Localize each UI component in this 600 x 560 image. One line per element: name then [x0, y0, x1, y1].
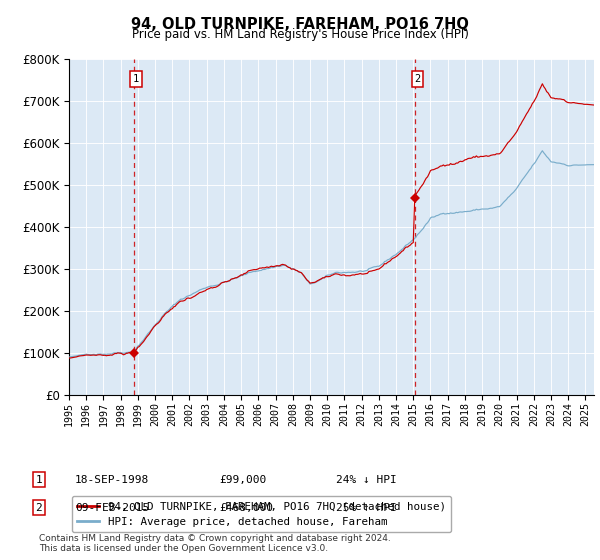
Text: £99,000: £99,000 — [219, 475, 266, 485]
Text: 1: 1 — [133, 74, 139, 84]
Text: 1: 1 — [35, 475, 43, 485]
Text: 94, OLD TURNPIKE, FAREHAM, PO16 7HQ: 94, OLD TURNPIKE, FAREHAM, PO16 7HQ — [131, 17, 469, 32]
Text: 25% ↑ HPI: 25% ↑ HPI — [336, 503, 397, 513]
Text: 24% ↓ HPI: 24% ↓ HPI — [336, 475, 397, 485]
Text: Contains HM Land Registry data © Crown copyright and database right 2024.
This d: Contains HM Land Registry data © Crown c… — [39, 534, 391, 553]
Text: 09-FEB-2015: 09-FEB-2015 — [75, 503, 149, 513]
Text: 18-SEP-1998: 18-SEP-1998 — [75, 475, 149, 485]
Text: Price paid vs. HM Land Registry's House Price Index (HPI): Price paid vs. HM Land Registry's House … — [131, 28, 469, 41]
Text: 2: 2 — [35, 503, 43, 513]
Text: 2: 2 — [414, 74, 421, 84]
Legend: 94, OLD TURNPIKE, FAREHAM, PO16 7HQ (detached house), HPI: Average price, detach: 94, OLD TURNPIKE, FAREHAM, PO16 7HQ (det… — [72, 496, 451, 532]
Text: £468,000: £468,000 — [219, 503, 273, 513]
